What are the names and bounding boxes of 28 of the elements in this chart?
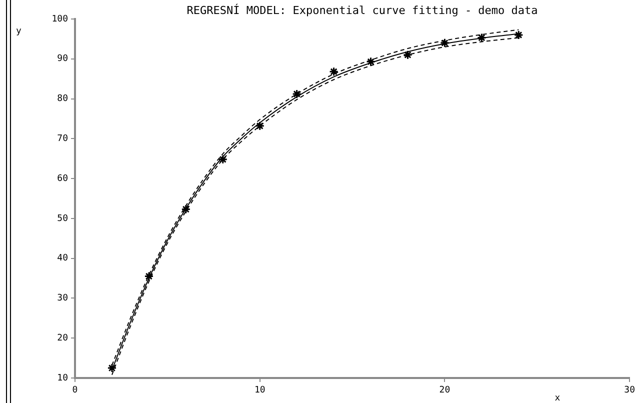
point (218, 154, 228, 164)
point (366, 56, 376, 66)
point (292, 89, 302, 99)
x-tick-label: 20 (439, 386, 450, 396)
point (514, 30, 524, 40)
y-tick-label: 100 (52, 14, 68, 24)
point (476, 33, 486, 42)
y-tick-label: 90 (57, 54, 68, 64)
x-tick-label: 10 (254, 386, 266, 396)
y-axis-title: y (16, 26, 22, 36)
y-tick-label: 50 (57, 214, 68, 224)
point (329, 66, 339, 76)
point (440, 38, 450, 48)
x-tick-label: 30 (624, 386, 636, 396)
point (255, 121, 265, 131)
point (181, 204, 191, 214)
x-tick-label: 0 (72, 386, 78, 396)
y-tick-label: 60 (57, 174, 68, 184)
y-tick-label: 80 (57, 94, 68, 104)
y-tick-label: 20 (57, 333, 68, 344)
y-tick-label: 70 (57, 134, 68, 144)
chart-title: REGRESNÍ MODEL: Exponential curve fitting - demo data (186, 2, 538, 17)
y-tick-label: 10 (57, 373, 68, 384)
y-tick-label: 40 (57, 254, 68, 264)
y-tick-label: 30 (57, 294, 68, 304)
point (403, 50, 412, 60)
x-axis-title: x (554, 393, 561, 403)
point (144, 272, 154, 282)
